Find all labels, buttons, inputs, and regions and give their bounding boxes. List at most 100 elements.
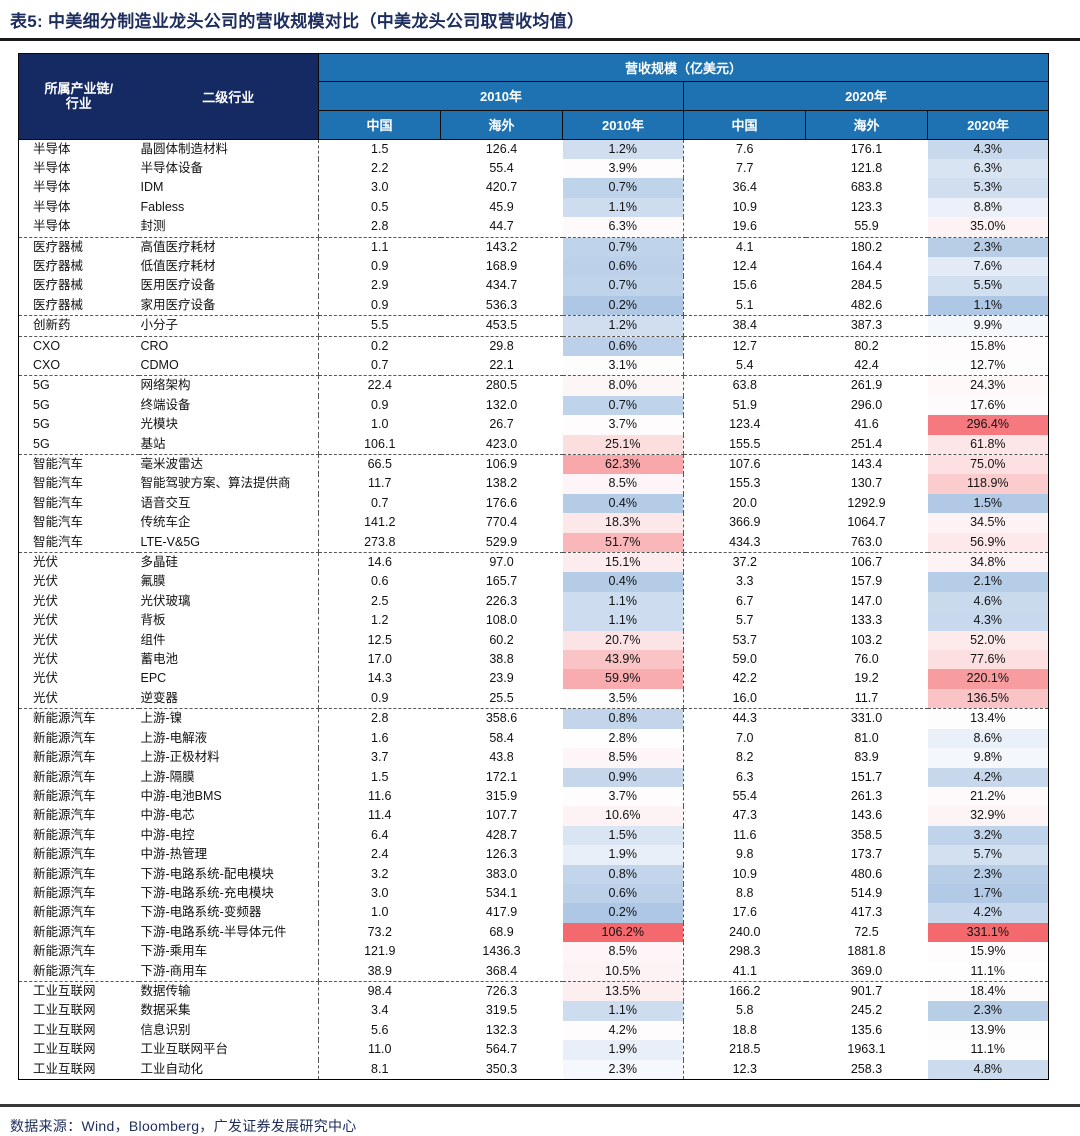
cell-china-2020: 434.3 [683, 532, 806, 554]
cell-pct-2020: 56.9% [927, 532, 1050, 554]
cell-industry: 智能汽车 [18, 532, 139, 554]
cell-china-2010: 22.4 [318, 375, 441, 396]
header-pct-2010: 2010年 [562, 109, 684, 140]
cell-overseas-2010: 420.7 [485, 180, 518, 195]
cell-pct-2020: 220.1% [927, 669, 1050, 689]
cell-overseas-2010: 23.9 [489, 671, 514, 686]
cell-pct-2020: 6.3% [927, 158, 1050, 179]
cell-overseas-2010: 172.1 [485, 769, 518, 784]
header-band-title: 营收规模（亿美元） [317, 52, 1050, 82]
cell-industry: 医疗器械 [18, 295, 139, 317]
cell-china-2020: 218.5 [683, 1040, 806, 1060]
cell-subindustry: 工业互联网平台 [140, 1042, 229, 1057]
cell-pct-2020: 2.1% [927, 572, 1050, 592]
cell-overseas-2020: 157.9 [850, 574, 883, 589]
cell-pct-2020: 5.3% [927, 178, 1050, 198]
cell-overseas-2020: 180.2 [850, 239, 883, 254]
cell-subindustry: 医用医疗设备 [140, 278, 216, 293]
cell-china-2020: 19.6 [683, 217, 806, 238]
cell-overseas-2020: 123.3 [850, 199, 883, 214]
cell-china-2010: 3.4 [318, 1001, 441, 1021]
cell-overseas-2020: 42.4 [805, 355, 928, 377]
table-row: 智能汽车 智能驾驶方案、算法提供商 11.7 138.2 8.5% 155.3 … [18, 474, 1050, 494]
cell-industry: 新能源汽车 [18, 708, 139, 729]
cell-pct-2010: 1.1% [562, 591, 684, 612]
cell-china-2020: 36.4 [683, 178, 806, 198]
cell-overseas-2020: 135.6 [850, 1022, 883, 1037]
table-row: 新能源汽车 下游-商用车 38.9 368.4 10.5% 41.1 369.0… [18, 961, 1050, 982]
cell-overseas-2020: 284.5 [850, 278, 883, 293]
cell-overseas-2020: 81.0 [854, 730, 879, 745]
cell-china-2010: 0.7 [318, 493, 441, 514]
cell-subindustry: EPC [140, 671, 167, 686]
cell-china-2010: 0.9 [318, 256, 441, 277]
cell-china-2020: 7.0 [683, 728, 806, 749]
cell-pct-2010: 3.7% [562, 786, 684, 807]
cell-china-2010: 11.7 [318, 474, 441, 494]
cell-overseas-2020: 130.7 [850, 476, 883, 491]
cell-pct-2020: 1.7% [927, 883, 1050, 904]
cell-china-2020: 63.8 [683, 375, 806, 396]
cell-pct-2020: 4.3% [927, 139, 1050, 159]
cell-industry: 创新药 [18, 315, 139, 337]
cell-pct-2010: 106.2% [562, 922, 684, 943]
data-source: 数据来源：Wind，Bloomberg，广发证券发展研究中心 [10, 1117, 357, 1134]
header-year-2020: 2020年 [682, 80, 1050, 111]
cell-pct-2010: 1.1% [562, 611, 684, 631]
cell-pct-2020: 8.6% [927, 728, 1050, 749]
cell-china-2020: 5.7 [683, 611, 806, 631]
cell-china-2020: 123.4 [683, 415, 806, 435]
cell-overseas-2010: 44.7 [440, 217, 563, 238]
table-row: 智能汽车 毫米波雷达 66.5 106.9 62.3% 107.6 143.4 … [18, 454, 1050, 475]
table-row: 光伏 多晶硅 14.6 97.0 15.1% 37.2 106.7 34.8% [18, 552, 1050, 573]
cell-industry: 工业互联网 [18, 1001, 139, 1021]
cell-overseas-2010: 529.9 [440, 532, 563, 554]
cell-overseas-2010: 26.7 [489, 417, 514, 432]
cell-pct-2020: 4.8% [927, 1059, 1050, 1080]
cell-industry: 智能汽车 [18, 454, 139, 475]
cell-pct-2020: 1.1% [927, 295, 1050, 317]
cell-overseas-2010: 60.2 [489, 632, 514, 647]
cell-pct-2020: 32.9% [927, 806, 1050, 826]
cell-overseas-2020: 1881.8 [847, 944, 886, 959]
cell-subindustry: 中游-电芯 [140, 808, 195, 823]
cell-pct-2010: 0.4% [562, 572, 684, 592]
header-overseas-2020: 海外 [805, 109, 928, 140]
cell-pct-2020: 21.2% [927, 786, 1050, 807]
cell-subindustry: 中游-电池BMS [140, 788, 222, 803]
cell-subindustry: 传统车企 [140, 515, 191, 530]
cell-overseas-2020: 1064.7 [847, 515, 886, 530]
cell-pct-2020: 4.2% [927, 903, 1050, 923]
cell-pct-2010: 3.7% [562, 415, 684, 435]
cell-overseas-2020: 72.5 [854, 924, 879, 939]
cell-china-2020: 155.5 [683, 434, 806, 455]
cell-pct-2020: 35.0% [927, 217, 1050, 238]
cell-pct-2010: 62.3% [562, 454, 684, 475]
table-row: 医疗器械 医用医疗设备 2.9 434.7 0.7% 15.6 284.5 5.… [18, 276, 1050, 296]
table-row: 工业互联网 信息识别 5.6 132.3 4.2% 18.8 135.6 13.… [18, 1020, 1050, 1041]
cell-overseas-2020: 369.0 [805, 961, 928, 982]
cell-pct-2020: 1.5% [927, 493, 1050, 514]
revenue-table: 所属产业链/ 行业 二级行业 营收规模（亿美元） 2010年 2020年 中国 … [18, 52, 1050, 1081]
cell-pct-2020: 2.3% [927, 237, 1050, 257]
cell-subindustry: 晶圆体制造材料 [140, 141, 229, 156]
cell-pct-2010: 0.6% [562, 256, 684, 277]
cell-pct-2010: 8.5% [562, 748, 684, 768]
cell-pct-2020: 17.6% [927, 395, 1050, 416]
cell-pct-2010: 0.7% [562, 276, 684, 296]
cell-industry: 光伏 [18, 650, 139, 670]
cell-industry: 5G [18, 375, 139, 396]
cell-subindustry: 网络架构 [140, 378, 191, 393]
table-row: 新能源汽车 下游-电路系统-充电模块 3.0 534.1 0.6% 8.8 51… [18, 883, 1050, 904]
cell-overseas-2010: 428.7 [485, 827, 518, 842]
cell-pct-2020: 118.9% [927, 474, 1050, 494]
header-row-years: 2010年 2020年 [19, 80, 1050, 111]
cell-china-2010: 73.2 [318, 922, 441, 943]
cell-overseas-2010: 417.9 [485, 905, 518, 920]
cell-china-2020: 17.6 [683, 903, 806, 923]
cell-subindustry: 光模块 [140, 417, 179, 432]
cell-china-2020: 366.9 [683, 513, 806, 533]
cell-overseas-2020: 514.9 [850, 885, 883, 900]
cell-subindustry: 上游-正极材料 [140, 750, 220, 765]
cell-pct-2010: 3.1% [562, 355, 684, 377]
